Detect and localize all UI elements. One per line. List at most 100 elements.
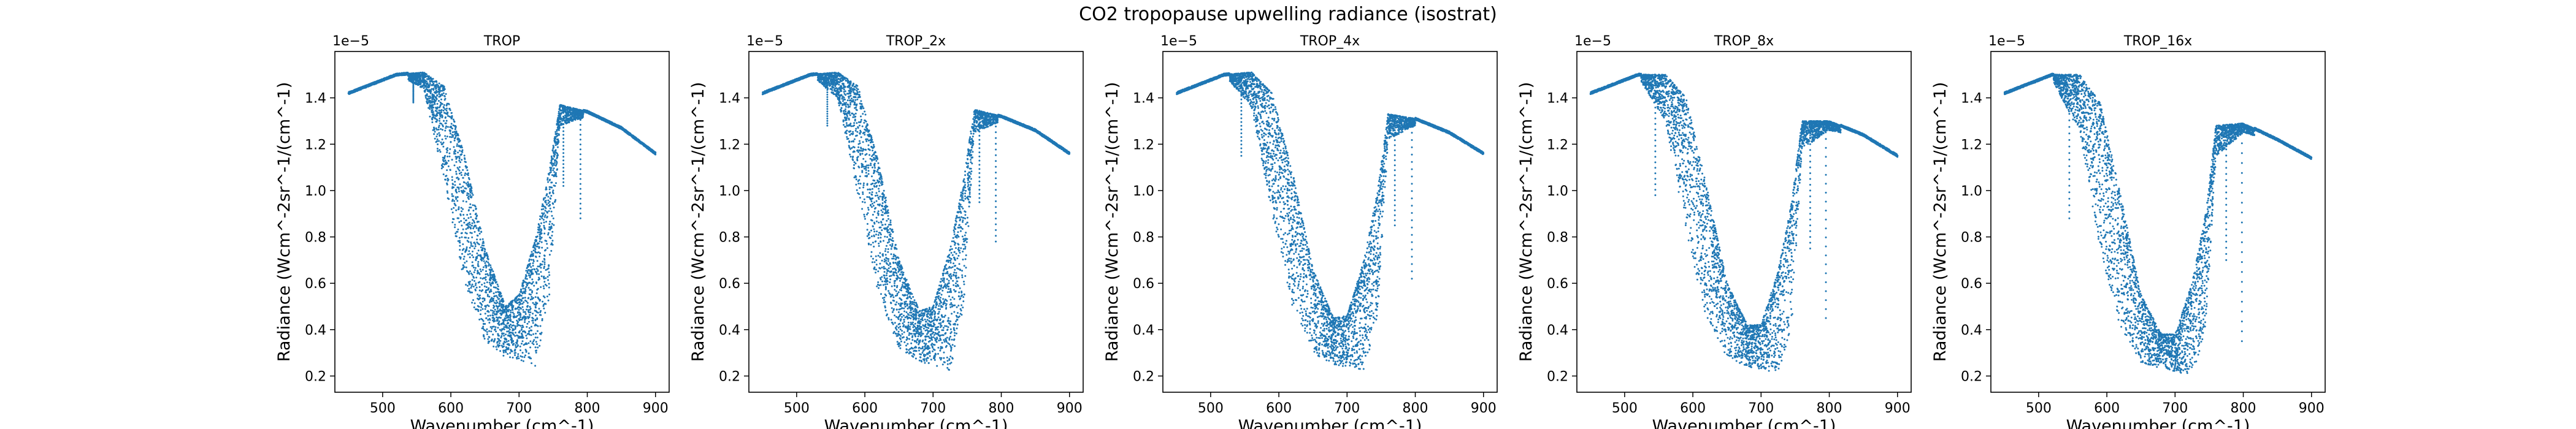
data-point [540,208,543,211]
data-point [438,109,440,112]
data-point [528,321,530,323]
data-point [488,291,491,294]
data-point [445,175,448,177]
data-point [500,309,503,312]
data-point [522,309,524,311]
data-point [488,263,490,265]
data-point [498,342,500,344]
data-point [548,283,550,285]
data-point [428,85,431,86]
data-point [483,338,486,340]
data-point [389,75,392,77]
data-point [485,317,488,319]
data-point [553,154,555,157]
data-point [424,89,426,92]
data-point [432,97,434,100]
data-point [540,314,542,316]
data-point [550,181,553,184]
data-point [527,297,530,299]
data-point [616,126,619,128]
data-point [634,136,636,138]
data-point [454,153,456,155]
data-point [527,342,530,344]
data-point [475,276,478,279]
data-point [475,218,477,220]
data-point [525,350,527,352]
data-point [620,126,622,128]
data-point [532,254,534,257]
data-point [621,127,624,129]
data-point [569,109,572,112]
data-point [550,227,552,230]
data-point [520,288,522,290]
data-point [470,186,472,188]
data-point [348,91,351,93]
data-point [475,213,477,214]
data-point [554,201,556,203]
data-point [429,104,431,106]
data-point [418,76,420,78]
data-point [473,220,475,222]
data-point [423,87,425,89]
data-point [536,260,539,262]
data-point [497,290,499,293]
data-point [532,262,534,264]
data-point [541,212,543,214]
data-point [534,365,537,367]
data-point [421,80,423,83]
data-point [464,157,466,159]
data-point [440,128,442,130]
data-point [467,195,470,197]
data-point [491,297,493,299]
data-point [469,246,471,249]
data-point [472,204,474,207]
data-point [484,253,486,256]
data-point [444,122,447,124]
data-point [545,240,548,242]
data-point [575,109,578,112]
data-point [538,276,540,279]
data-point [439,94,442,96]
data-point [554,136,556,139]
data-point [534,309,536,312]
data-point [540,232,543,235]
data-point [543,281,546,283]
data-point [496,305,498,308]
data-point [458,168,459,170]
data-point [495,346,497,348]
data-point [481,289,484,291]
data-point [571,120,573,122]
data-point [429,78,431,80]
data-point [481,238,484,240]
data-point [503,328,505,330]
data-point [524,317,527,320]
data-point [428,89,431,91]
data-point [502,311,505,314]
data-point [504,341,506,344]
data-point [475,225,477,227]
data-point [437,143,439,145]
data-point [528,258,531,260]
data-point [477,260,480,263]
data-point [527,317,529,319]
data-point [495,295,497,297]
data-point [468,273,470,275]
data-point [521,285,523,287]
data-point [529,329,532,332]
data-point [535,236,537,238]
data-point [498,320,500,322]
data-point [457,228,459,230]
data-point [494,338,496,340]
data-point [505,341,508,343]
data-point [539,311,542,313]
data-point [456,145,458,147]
data-point [543,307,545,309]
data-point [531,342,534,344]
data-point [453,164,456,167]
data-point [455,170,458,173]
data-point [470,287,472,289]
data-point [549,221,551,223]
data-point [429,108,431,110]
data-point [545,303,547,305]
data-point [462,214,465,216]
